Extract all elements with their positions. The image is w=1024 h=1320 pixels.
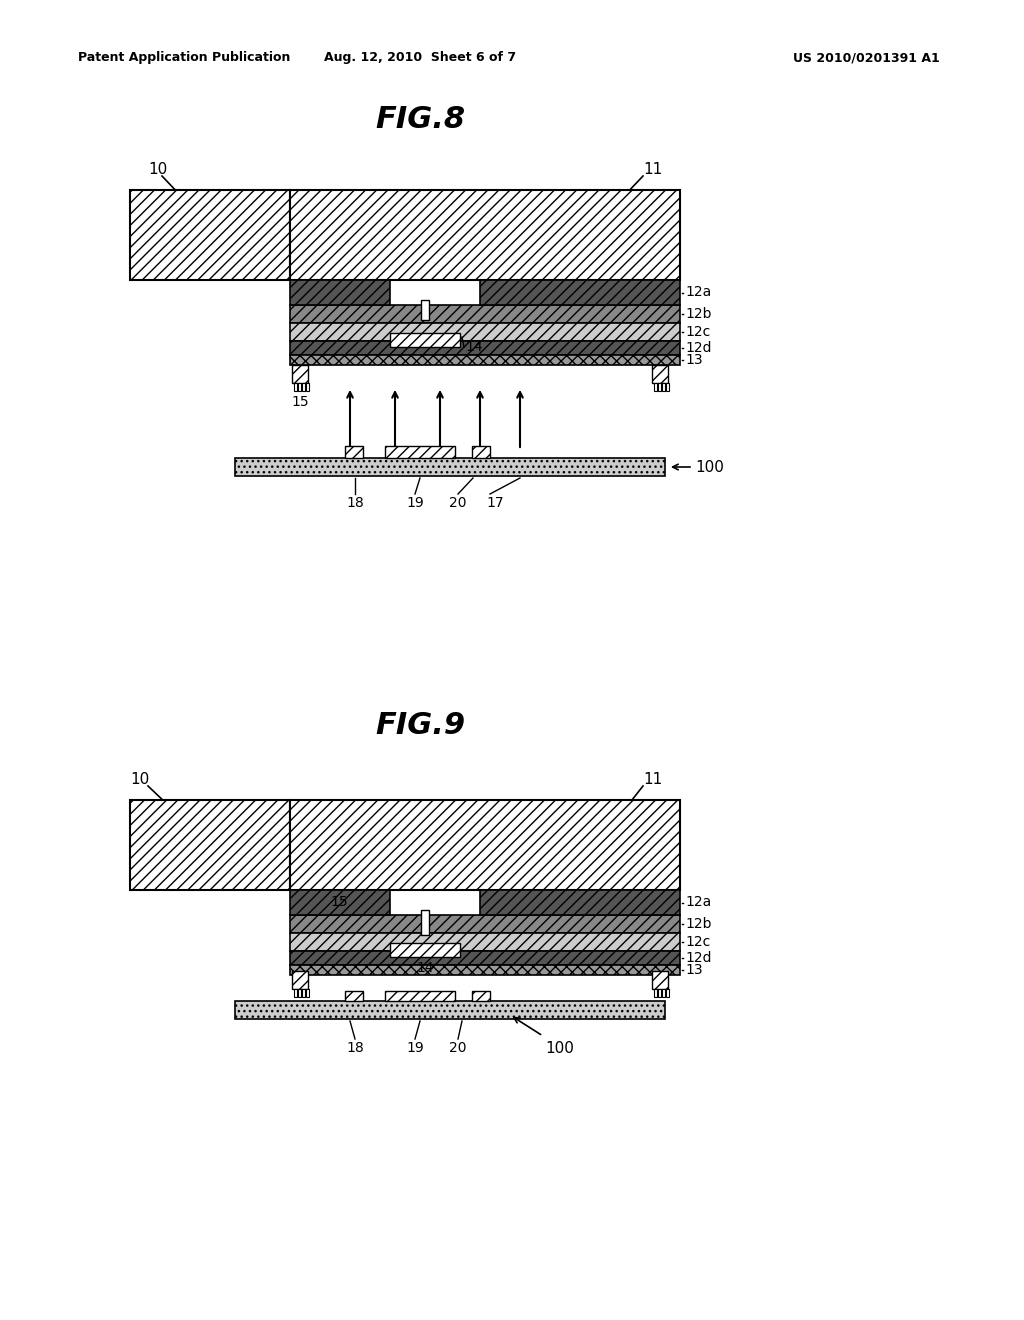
Text: 100: 100 bbox=[695, 459, 724, 474]
Bar bbox=[480, 280, 680, 305]
Bar bbox=[130, 190, 290, 280]
Text: 14: 14 bbox=[416, 961, 434, 975]
Text: 12b: 12b bbox=[685, 308, 712, 321]
Text: 19: 19 bbox=[407, 1041, 424, 1055]
Text: 11: 11 bbox=[643, 772, 663, 788]
Text: 19: 19 bbox=[407, 496, 424, 510]
Text: 12a: 12a bbox=[685, 285, 712, 300]
Bar bbox=[298, 383, 301, 391]
Bar bbox=[654, 383, 657, 391]
Bar bbox=[290, 305, 680, 323]
Bar bbox=[306, 383, 309, 391]
Text: Patent Application Publication: Patent Application Publication bbox=[78, 51, 291, 65]
Bar bbox=[345, 446, 362, 458]
Text: 13: 13 bbox=[685, 352, 702, 367]
Bar bbox=[421, 300, 429, 319]
Bar bbox=[298, 989, 301, 997]
Text: US 2010/0201391 A1: US 2010/0201391 A1 bbox=[794, 51, 940, 65]
Bar bbox=[234, 458, 665, 477]
Bar bbox=[290, 280, 390, 305]
Text: 15: 15 bbox=[330, 895, 347, 909]
Text: 18: 18 bbox=[346, 496, 364, 510]
Bar bbox=[290, 950, 680, 965]
Bar bbox=[385, 446, 455, 458]
Bar bbox=[652, 366, 668, 383]
Bar bbox=[302, 383, 305, 391]
Bar bbox=[480, 890, 680, 915]
Text: 100: 100 bbox=[545, 1041, 573, 1056]
Bar bbox=[130, 800, 290, 890]
Text: 12a: 12a bbox=[685, 895, 712, 909]
Text: Aug. 12, 2010  Sheet 6 of 7: Aug. 12, 2010 Sheet 6 of 7 bbox=[324, 51, 516, 65]
Bar bbox=[421, 909, 429, 935]
Bar bbox=[472, 991, 490, 1001]
Text: 13: 13 bbox=[685, 964, 702, 977]
Text: 12d: 12d bbox=[685, 950, 712, 965]
Text: 12c: 12c bbox=[685, 935, 711, 949]
Text: 14: 14 bbox=[465, 341, 482, 354]
Bar bbox=[390, 942, 460, 957]
Bar bbox=[290, 800, 680, 890]
Bar bbox=[654, 989, 657, 997]
Text: 20: 20 bbox=[450, 1041, 467, 1055]
Text: 11: 11 bbox=[643, 162, 663, 177]
Bar bbox=[290, 890, 390, 915]
Bar bbox=[662, 383, 665, 391]
Text: 15: 15 bbox=[291, 395, 309, 409]
Bar bbox=[306, 989, 309, 997]
Bar bbox=[294, 383, 297, 391]
Bar bbox=[234, 1001, 665, 1019]
Bar bbox=[290, 323, 680, 341]
Bar bbox=[290, 915, 680, 933]
Bar bbox=[666, 989, 669, 997]
Bar bbox=[652, 972, 668, 989]
Bar bbox=[472, 446, 490, 458]
Bar bbox=[290, 190, 680, 280]
Bar bbox=[290, 965, 680, 975]
Bar bbox=[302, 989, 305, 997]
Text: 20: 20 bbox=[450, 496, 467, 510]
Text: FIG.9: FIG.9 bbox=[375, 710, 465, 739]
Text: 12b: 12b bbox=[685, 917, 712, 931]
Bar bbox=[290, 933, 680, 950]
Bar bbox=[345, 991, 362, 1001]
Bar bbox=[390, 333, 460, 347]
Bar bbox=[290, 341, 680, 355]
Text: 12d: 12d bbox=[685, 341, 712, 355]
Bar bbox=[666, 383, 669, 391]
Bar bbox=[292, 366, 308, 383]
Text: 12c: 12c bbox=[685, 325, 711, 339]
Text: 17: 17 bbox=[486, 496, 504, 510]
Bar bbox=[658, 989, 662, 997]
Text: 18: 18 bbox=[346, 1041, 364, 1055]
Bar bbox=[292, 972, 308, 989]
Bar bbox=[658, 383, 662, 391]
Text: 10: 10 bbox=[148, 162, 167, 177]
Bar bbox=[385, 991, 455, 1001]
Text: 10: 10 bbox=[130, 772, 150, 788]
Bar bbox=[662, 989, 665, 997]
Text: FIG.8: FIG.8 bbox=[375, 106, 465, 135]
Bar bbox=[294, 989, 297, 997]
Bar bbox=[290, 355, 680, 366]
